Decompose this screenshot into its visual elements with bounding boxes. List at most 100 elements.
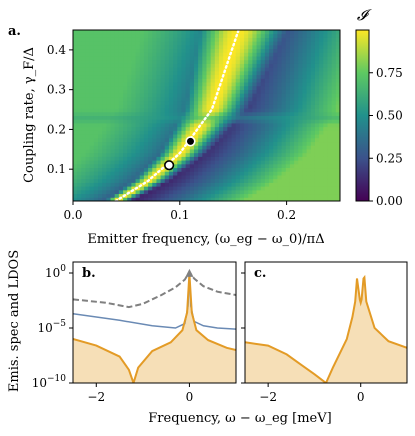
heatmap-cell <box>273 108 278 113</box>
heatmap-cell <box>256 134 262 139</box>
heatmap-cell <box>173 163 178 169</box>
heatmap-cell <box>143 100 149 105</box>
heatmap-cell <box>285 141 291 146</box>
heatmap-cell <box>189 59 195 64</box>
heatmap-cell <box>323 182 328 187</box>
heatmap-cell <box>285 160 291 165</box>
heatmap-cell <box>123 52 128 57</box>
heatmap-cell <box>181 134 187 139</box>
heatmap-cell <box>331 67 337 72</box>
heatmap-cell <box>177 56 182 61</box>
heatmap-cell <box>110 171 116 176</box>
heatmap-cell <box>181 148 187 154</box>
heatmap-cell <box>114 163 120 169</box>
heatmap-cell <box>106 148 112 154</box>
heatmap-cell <box>189 48 195 53</box>
heatmap-cell <box>181 30 187 35</box>
heatmap-cell <box>210 115 216 120</box>
heatmap-cell <box>298 141 303 146</box>
heatmap-cell <box>289 189 295 195</box>
heatmap-cell <box>235 178 241 183</box>
heatmap-cell <box>98 186 103 191</box>
heatmap-cell <box>185 156 191 161</box>
heatmap-cell <box>93 160 99 165</box>
heatmap-cell <box>93 100 99 105</box>
heatmap-cell <box>73 44 78 50</box>
heatmap-cell <box>327 108 333 113</box>
heatmap-cell <box>248 78 253 83</box>
heatmap-cell <box>135 89 141 94</box>
heatmap-cell <box>231 130 237 135</box>
heatmap-cell <box>214 186 220 191</box>
heatmap-cell <box>168 119 174 124</box>
heatmap-cell <box>93 130 99 135</box>
heatmap-cell <box>206 108 212 113</box>
heatmap-cell <box>298 96 303 102</box>
heatmap-cell <box>73 174 78 180</box>
heatmap-cell <box>269 160 274 165</box>
heatmap-cell <box>227 160 233 165</box>
heatmap-cell <box>210 89 216 94</box>
heatmap-cell <box>152 78 157 83</box>
heatmap-cell <box>89 186 95 191</box>
heatmap-cell <box>156 145 162 150</box>
heatmap-cell <box>223 148 228 154</box>
heatmap-cell <box>289 178 295 183</box>
heatmap-cell <box>231 126 237 131</box>
heatmap-cell <box>285 41 291 46</box>
heatmap-cell <box>135 33 141 38</box>
heatmap-cell <box>285 197 291 201</box>
heatmap-cell <box>248 182 253 187</box>
heatmap-cell <box>143 152 149 157</box>
heatmap-cell <box>252 111 258 116</box>
heatmap-cell <box>210 174 216 180</box>
heatmap-cell <box>118 160 124 165</box>
heatmap-cell <box>81 163 87 169</box>
heatmap-cell <box>314 93 320 98</box>
heatmap-cell <box>102 182 107 187</box>
heatmap-cell <box>139 52 145 57</box>
heatmap-cell <box>77 48 82 53</box>
heatmap-cell <box>260 30 266 35</box>
heatmap-cell <box>189 119 195 124</box>
heatmap-cell <box>331 59 337 64</box>
heatmap-cell <box>123 141 128 146</box>
heatmap-cell <box>160 134 166 139</box>
heatmap-cell <box>327 186 333 191</box>
heatmap-cell <box>164 178 170 183</box>
heatmap-cell <box>81 48 87 53</box>
heatmap-cell <box>277 197 283 201</box>
heatmap-cell <box>152 156 157 161</box>
heatmap-cell <box>327 167 333 172</box>
heatmap-cell <box>273 152 278 157</box>
heatmap-cell <box>173 141 178 146</box>
heatmap-cell <box>177 182 182 187</box>
heatmap-cell <box>327 193 333 198</box>
heatmap-cell <box>193 174 199 180</box>
heatmap-cell <box>85 67 91 72</box>
heatmap-cell <box>285 163 291 169</box>
heatmap-cell <box>235 56 241 61</box>
heatmap-cell <box>244 119 249 124</box>
heatmap-cell <box>143 104 149 109</box>
heatmap-cell <box>198 63 203 68</box>
heatmap-cell <box>289 148 295 154</box>
heatmap-cell <box>81 44 87 50</box>
heatmap-cell <box>223 182 228 187</box>
heatmap-cell <box>127 174 132 180</box>
heatmap-cell <box>244 111 249 116</box>
heatmap-cell <box>106 63 112 68</box>
heatmap-cell <box>202 96 207 102</box>
heatmap-cell <box>81 167 87 172</box>
heatmap-cell <box>235 163 241 169</box>
heatmap-cell <box>135 37 141 42</box>
x-tick-label: 0.0 <box>63 208 82 222</box>
heatmap-cell <box>327 63 333 68</box>
heatmap-cell <box>98 93 103 98</box>
heatmap-cell <box>235 100 241 105</box>
heatmap-cell <box>310 148 316 154</box>
heatmap-cell <box>93 89 99 94</box>
heatmap-cell <box>281 41 287 46</box>
heatmap-cell <box>114 189 120 195</box>
heatmap-cell <box>202 134 207 139</box>
